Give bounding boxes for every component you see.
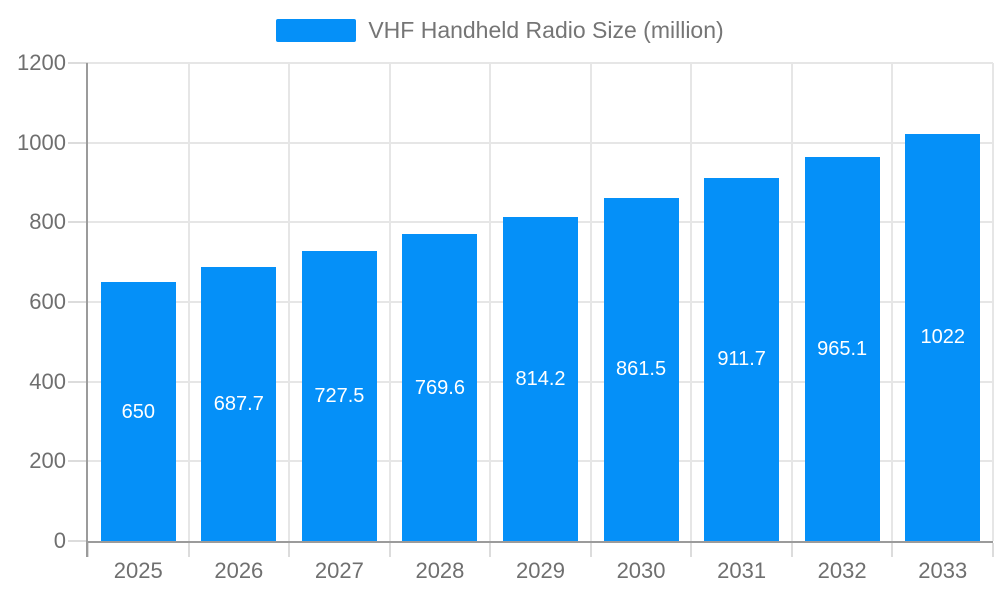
x-axis-label: 2026 — [214, 558, 264, 583]
gridline-v — [187, 63, 190, 541]
y-axis-line — [86, 63, 88, 557]
y-tick — [68, 380, 88, 383]
x-tick — [790, 543, 793, 557]
x-axis-label: 2029 — [516, 558, 565, 583]
y-axis-label: 800 — [29, 209, 66, 235]
x-tick — [891, 543, 894, 557]
y-tick — [68, 221, 88, 224]
y-axis-label: 1000 — [17, 129, 66, 155]
y-axis-label: 200 — [29, 448, 66, 474]
bar-value-label: 965.1 — [817, 337, 868, 360]
y-axis-label: 600 — [29, 289, 66, 314]
legend-label: VHF Handheld Radio Size (million) — [368, 17, 724, 43]
bar[interactable]: 911.7 — [704, 177, 780, 541]
gridline-h — [88, 62, 993, 64]
bar[interactable]: 769.6 — [402, 234, 478, 541]
gridline-v — [690, 63, 693, 541]
bar[interactable]: 965.1 — [804, 156, 880, 541]
legend: VHF Handheld Radio Size (million) — [0, 17, 1000, 44]
gridline-v — [489, 63, 492, 541]
gridline-v — [790, 63, 793, 541]
x-tick — [489, 543, 492, 557]
y-axis-label: 400 — [29, 368, 66, 394]
legend-item[interactable]: VHF Handheld Radio Size (million) — [276, 17, 724, 44]
x-axis-label: 2027 — [314, 558, 364, 583]
x-tick — [589, 543, 592, 557]
bar[interactable]: 687.7 — [201, 267, 277, 541]
x-axis-label: 2030 — [616, 558, 666, 583]
y-axis-label: 0 — [53, 528, 66, 553]
bar-value-label: 769.6 — [414, 376, 465, 399]
x-axis-label: 2033 — [918, 558, 968, 583]
y-tick — [68, 301, 88, 303]
y-tick — [68, 141, 88, 144]
gridline-v — [388, 63, 391, 541]
x-axis-line — [86, 541, 993, 543]
bar-value-label: 814.2 — [515, 367, 566, 390]
bar-value-label: 687.7 — [213, 393, 264, 416]
bar[interactable]: 1022 — [905, 133, 981, 541]
x-axis-label: 2032 — [817, 558, 867, 583]
x-axis-label: 2031 — [717, 558, 767, 583]
legend-swatch-icon — [276, 19, 357, 42]
x-tick — [187, 543, 190, 557]
y-tick — [68, 540, 88, 542]
x-axis-label: 2028 — [415, 558, 465, 583]
x-axis-label: 2025 — [113, 558, 163, 583]
gridline-v — [992, 63, 994, 541]
bar[interactable]: 650 — [100, 282, 176, 541]
y-tick — [68, 62, 88, 64]
bar[interactable]: 861.5 — [603, 197, 679, 541]
x-tick — [388, 543, 391, 557]
bar[interactable]: 814.2 — [503, 216, 578, 541]
x-tick — [87, 543, 89, 557]
gridline-v — [589, 63, 592, 541]
bar-value-label: 727.5 — [314, 385, 365, 408]
gridline-h — [88, 141, 993, 144]
x-tick — [690, 543, 693, 557]
bar-value-label: 1022 — [920, 326, 965, 349]
y-axis-label: 1200 — [17, 50, 66, 75]
gridline-v — [288, 63, 291, 541]
x-tick — [288, 543, 291, 557]
y-tick — [68, 460, 88, 463]
gridline-v — [891, 63, 894, 541]
bar-value-label: 911.7 — [717, 348, 766, 371]
bar[interactable]: 727.5 — [301, 251, 377, 541]
bar-value-label: 650 — [121, 400, 155, 423]
x-tick — [992, 543, 994, 557]
bar-value-label: 861.5 — [616, 358, 667, 381]
